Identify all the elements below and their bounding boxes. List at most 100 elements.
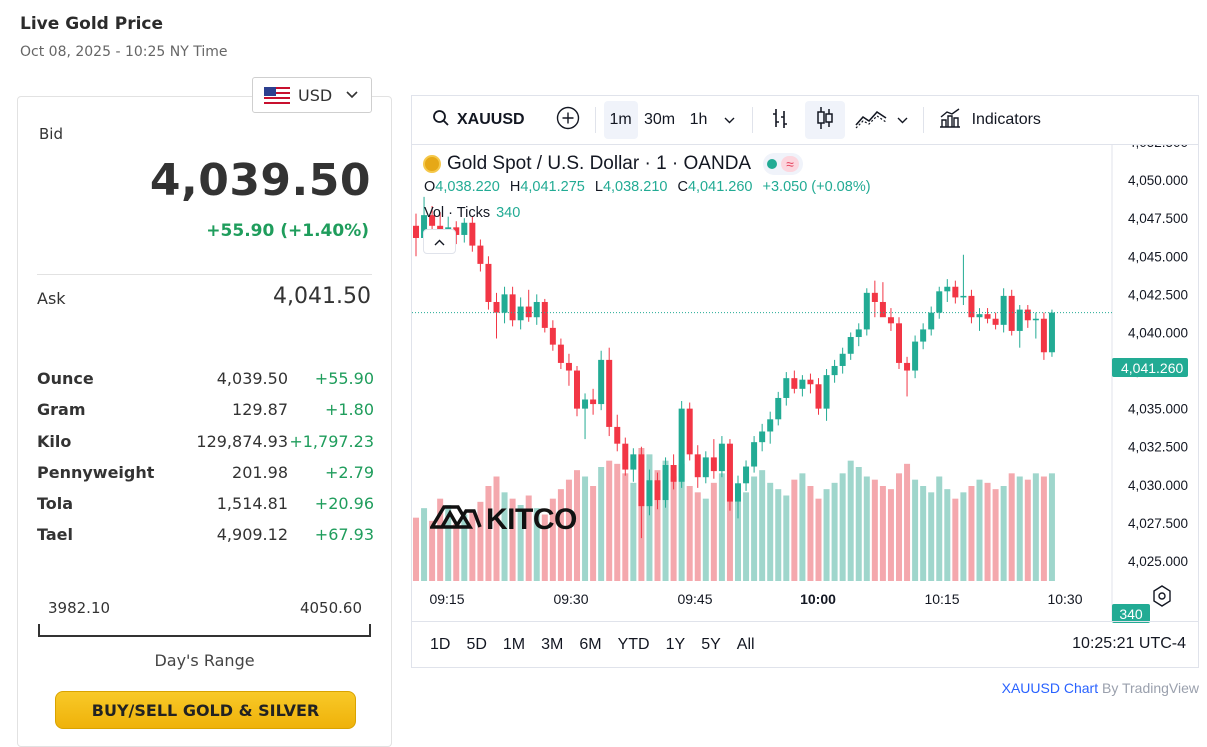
volume-bar: [1032, 473, 1039, 581]
buy-sell-button[interactable]: BUY/SELL GOLD & SILVER: [55, 691, 356, 729]
range-1m[interactable]: 1M: [502, 635, 526, 653]
candle-body: [896, 323, 902, 363]
candle-body: [783, 378, 790, 398]
range-ytd[interactable]: YTD: [617, 635, 650, 653]
volume-bar: [1000, 486, 1007, 581]
toolbar-separator: [594, 107, 596, 133]
candle-body: [509, 294, 516, 321]
candle-body: [493, 301, 500, 313]
candle-body: [1000, 295, 1007, 325]
candle-body: [485, 263, 492, 302]
compare-button[interactable]: [549, 101, 587, 139]
candle-body: [879, 301, 886, 318]
range-all[interactable]: All: [736, 635, 755, 653]
volume-bar: [670, 476, 677, 581]
volume-bar: [928, 492, 935, 581]
volume-bar: [960, 492, 967, 581]
tradingview-attribution[interactable]: XAUUSD Chart By TradingView: [1002, 680, 1199, 696]
candle-body: [718, 443, 725, 472]
volume-bar: [606, 460, 613, 581]
range-1d[interactable]: 1D: [430, 635, 451, 653]
x-tick-label: 09:15: [429, 591, 464, 607]
high-label: H: [509, 179, 521, 195]
kitco-logo-icon: [428, 501, 482, 539]
candle-body: [1032, 318, 1039, 321]
ohlc-bars-icon: [769, 106, 791, 135]
open-value: 4,038.220: [435, 179, 500, 195]
volume-bar: [445, 505, 452, 581]
style-dropdown[interactable]: [891, 101, 915, 139]
range-6m[interactable]: 6M: [579, 635, 602, 653]
attribution-link[interactable]: XAUUSD Chart: [1001, 680, 1099, 696]
x-tick-label: 10:30: [1047, 591, 1082, 607]
bar-style-button[interactable]: [761, 101, 799, 139]
search-icon: [432, 109, 450, 132]
volume-bar: [678, 463, 685, 581]
price-chart[interactable]: 4,052.500 4,050.000 4,047.500 4,045.000 4,04…: [412, 145, 1198, 622]
volume-bar: [453, 524, 460, 581]
settings-gear-icon[interactable]: [1153, 585, 1171, 607]
volume-bar: [807, 486, 814, 581]
ask-value: 4,041.50: [273, 284, 371, 309]
volume-bar: [823, 489, 830, 581]
candle-body: [751, 442, 758, 467]
volume-bar: [582, 476, 589, 581]
unit-change: +1,797.23: [289, 431, 374, 451]
area-style-button[interactable]: [851, 101, 891, 139]
range-1y[interactable]: 1Y: [665, 635, 686, 653]
range-5d[interactable]: 5D: [466, 635, 487, 653]
volume-value: 340: [496, 205, 521, 221]
candle-body: [992, 318, 999, 325]
candle-body: [767, 419, 774, 432]
candle-body: [1024, 309, 1031, 321]
volume-bar: [1008, 473, 1015, 581]
volume-bar: [896, 473, 902, 581]
plus-circle-icon: [556, 106, 580, 135]
candle-body: [968, 295, 975, 318]
candle-body: [525, 306, 532, 318]
candle-body: [952, 286, 959, 298]
range-high: 4050.60: [299, 599, 362, 617]
chart-clock[interactable]: 10:25:21 UTC-4: [1072, 635, 1186, 652]
candle-body: [670, 465, 677, 482]
collapse-legend-button[interactable]: [423, 229, 456, 254]
range-5y[interactable]: 5Y: [701, 635, 721, 653]
indicators-button[interactable]: Indicators: [932, 101, 1047, 139]
volume-bar: [735, 486, 741, 581]
interval-1h[interactable]: 1h: [689, 111, 708, 128]
volume-bar: [517, 505, 524, 581]
candle-body: [807, 379, 814, 385]
currency-select[interactable]: USD: [252, 77, 372, 113]
chart-area[interactable]: 4,052.500 4,050.000 4,047.500 4,045.000 4,04…: [412, 144, 1198, 623]
symbol-search[interactable]: XAUUSD: [426, 101, 531, 139]
candle-body: [461, 222, 468, 235]
volume-bar: [525, 495, 532, 581]
volume-bar: [429, 520, 436, 581]
volume-bar: [630, 482, 637, 581]
us-flag-icon: [264, 86, 290, 104]
candle-body: [533, 301, 540, 318]
interval-1m[interactable]: 1m: [603, 101, 638, 139]
interval-dropdown[interactable]: [716, 101, 744, 139]
kitco-watermark: KITCO: [428, 501, 577, 539]
volume-bar: [936, 476, 943, 581]
unit-change: +2.79: [324, 462, 374, 482]
volume-bar: [992, 489, 999, 581]
high-value: 4,041.275: [520, 179, 585, 195]
candles-button[interactable]: [804, 101, 845, 139]
y-tick-label: 4,030.000: [1128, 478, 1188, 493]
candle-body: [928, 312, 935, 330]
candle-body: [831, 365, 838, 376]
y-tick-label: 4,050.000: [1128, 173, 1188, 188]
candle-body: [606, 359, 613, 427]
unit-name: Tola: [37, 494, 74, 514]
range-3m[interactable]: 3M: [541, 635, 564, 653]
market-status-pill[interactable]: ≈: [763, 153, 803, 175]
symbol-label: XAUUSD: [457, 111, 525, 128]
volume-bar: [855, 467, 862, 581]
interval-30m[interactable]: 30m: [644, 111, 676, 128]
volume-bar: [557, 489, 564, 581]
last-price-tag: 4,041.260: [1112, 358, 1188, 377]
candle-body: [984, 314, 991, 319]
candle-body: [702, 457, 709, 478]
